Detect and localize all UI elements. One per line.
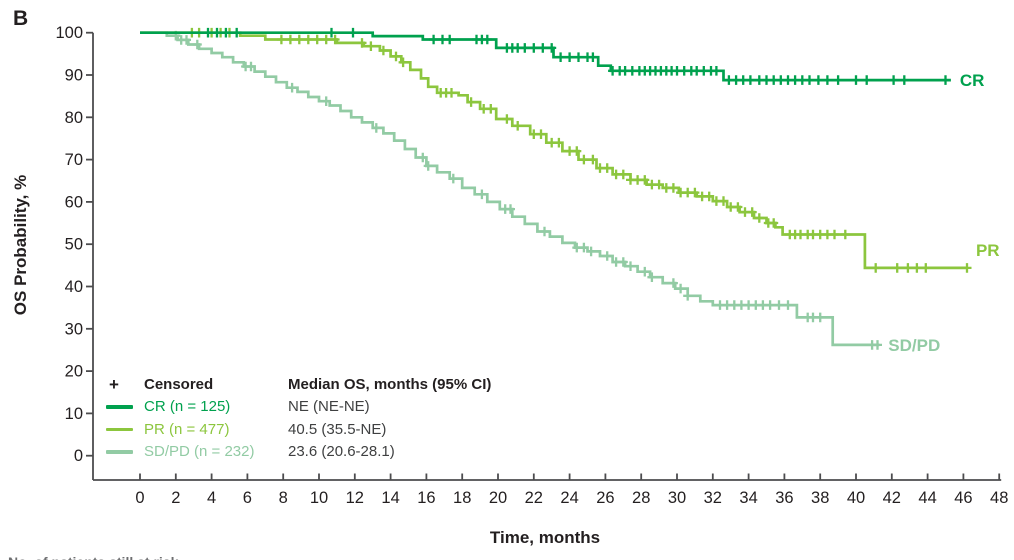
legend: + Censored Median OS, months (95% CI) CR…: [103, 373, 491, 463]
series-pr: PR: [140, 27, 1000, 273]
km-curve: [140, 31, 967, 270]
y-tick-label: 50: [65, 236, 83, 254]
legend-median-header: Median OS, months (95% CI): [288, 375, 492, 393]
x-tick-label: 16: [417, 489, 435, 507]
curve-end-label-pr: PR: [976, 241, 1000, 260]
legend-label-sdpd: SD/PD (n = 232): [144, 443, 255, 461]
censor-marks: [171, 30, 882, 350]
censored-plus-icon: +: [109, 374, 119, 394]
legend-median-pr: 40.5 (35.5-NE): [288, 420, 387, 438]
legend-median-sdpd: 23.6 (20.6-28.1): [288, 443, 395, 461]
legend-row-cr: CR (n = 125) NE (NE-NE): [103, 396, 491, 419]
x-tick-label: 28: [632, 489, 650, 507]
y-tick-label: 60: [65, 193, 83, 211]
y-tick-label: 40: [65, 278, 83, 296]
x-tick-label: 18: [453, 489, 471, 507]
y-tick-label: 30: [65, 320, 83, 338]
x-tick-label: 4: [207, 489, 216, 507]
x-tick-label: 48: [990, 489, 1008, 507]
x-tick-label: 24: [560, 489, 578, 507]
y-tick-label: 20: [65, 363, 83, 381]
x-tick-label: 6: [243, 489, 252, 507]
series-cr: CR: [140, 27, 985, 90]
x-tick-label: 30: [668, 489, 686, 507]
y-tick-label: 100: [55, 24, 83, 42]
x-tick-label: 22: [525, 489, 543, 507]
x-tick-label: 0: [135, 489, 144, 507]
x-tick-label: 46: [954, 489, 972, 507]
x-tick-label: 36: [775, 489, 793, 507]
y-tick-label: 70: [65, 151, 83, 169]
curve-end-label-sdpd: SD/PD: [888, 336, 940, 355]
x-axis-title: Time, months: [489, 528, 601, 547]
legend-label-cr: CR (n = 125): [144, 398, 231, 416]
legend-label-pr: PR (n = 477): [144, 420, 230, 438]
y-tick-label: 0: [74, 447, 83, 465]
cutoff-footnote: No. of patients still at risk: [8, 555, 328, 560]
panel-label: B: [13, 7, 29, 30]
legend-censored-label: Censored: [144, 375, 214, 393]
x-tick-label: 14: [381, 489, 399, 507]
curve-end-label-cr: CR: [960, 71, 985, 90]
sdpd-line-swatch: [106, 450, 133, 454]
km-curve: [140, 31, 951, 82]
x-tick-label: 10: [310, 489, 328, 507]
x-tick-label: 44: [918, 489, 936, 507]
y-tick-label: 80: [65, 109, 83, 127]
x-tick-label: 38: [811, 489, 829, 507]
x-tick-label: 40: [847, 489, 865, 507]
cr-line-swatch: [106, 405, 133, 409]
legend-header-row: + Censored Median OS, months (95% CI): [103, 373, 491, 396]
censor-marks: [187, 27, 972, 273]
x-tick-label: 2: [171, 489, 180, 507]
x-tick-label: 12: [346, 489, 364, 507]
y-tick-label: 90: [65, 67, 83, 85]
x-tick-label: 34: [739, 489, 757, 507]
x-tick-label: 32: [704, 489, 722, 507]
series-sdpd: SD/PD: [140, 30, 940, 355]
x-tick-label: 20: [489, 489, 507, 507]
x-tick-label: 26: [596, 489, 614, 507]
legend-median-cr: NE (NE-NE): [288, 398, 370, 416]
legend-row-sdpd: SD/PD (n = 232) 23.6 (20.6-28.1): [103, 441, 491, 464]
x-tick-label: 8: [279, 489, 288, 507]
x-tick-label: 42: [883, 489, 901, 507]
pr-line-swatch: [106, 427, 133, 431]
legend-row-pr: PR (n = 477) 40.5 (35.5-NE): [103, 418, 491, 441]
y-tick-label: 10: [65, 405, 83, 423]
censor-marks: [203, 27, 950, 85]
